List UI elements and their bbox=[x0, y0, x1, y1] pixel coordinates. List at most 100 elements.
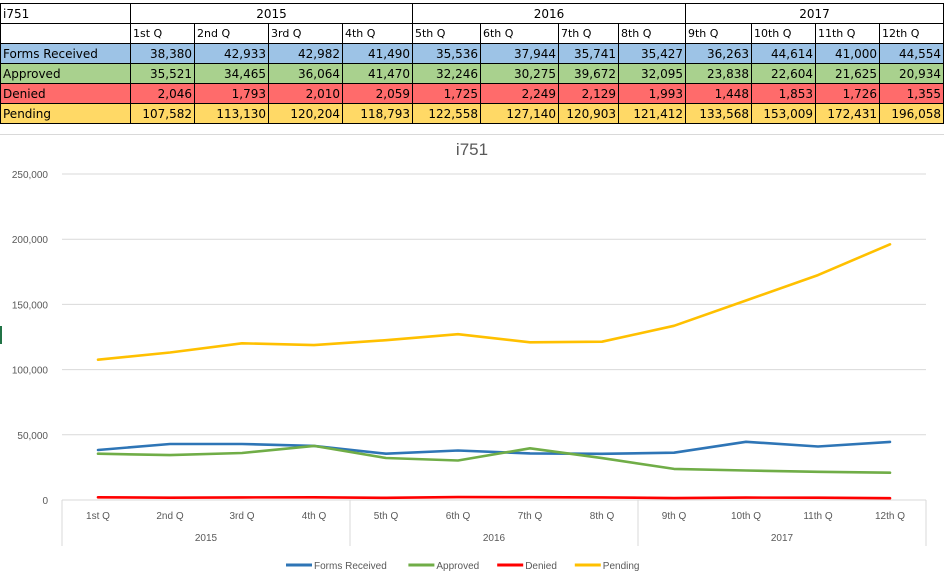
data-cell[interactable]: 121,412 bbox=[618, 103, 686, 124]
data-cell[interactable]: 120,204 bbox=[268, 103, 343, 124]
quarter-header-cell[interactable]: 5th Q bbox=[412, 23, 481, 44]
x-tick-label: 10th Q bbox=[731, 511, 761, 522]
data-cell[interactable]: 153,009 bbox=[751, 103, 816, 124]
data-cell[interactable]: 118,793 bbox=[342, 103, 413, 124]
quarter-header-cell[interactable]: 3rd Q bbox=[268, 23, 343, 44]
corner-cell[interactable]: i751 bbox=[0, 3, 131, 24]
quarter-header-cell[interactable]: 9th Q bbox=[685, 23, 752, 44]
data-cell[interactable]: 1,853 bbox=[751, 83, 816, 104]
year-header-2015[interactable]: 2015 bbox=[130, 3, 413, 24]
data-cell[interactable]: 113,130 bbox=[194, 103, 269, 124]
data-cell[interactable]: 42,933 bbox=[194, 43, 269, 64]
data-cell[interactable]: 42,982 bbox=[268, 43, 343, 64]
data-cell[interactable]: 30,275 bbox=[480, 63, 559, 84]
data-cell[interactable]: 35,536 bbox=[412, 43, 481, 64]
data-cell[interactable]: 44,554 bbox=[879, 43, 944, 64]
data-cell[interactable]: 23,838 bbox=[685, 63, 752, 84]
x-tick-label: 1st Q bbox=[86, 511, 110, 522]
data-table-region: i751 2015 2016 2017 1st Q 2nd Q 3rd Q 4th Q… bbox=[0, 3, 944, 124]
data-cell[interactable]: 122,558 bbox=[412, 103, 481, 124]
series-line[interactable] bbox=[96, 495, 892, 500]
data-cell[interactable]: 39,672 bbox=[558, 63, 619, 84]
data-cell[interactable]: 1,793 bbox=[194, 83, 269, 104]
row-label-cell[interactable]: Pending bbox=[0, 103, 131, 124]
legend-label[interactable]: Pending bbox=[603, 561, 640, 572]
quarter-header-row: 1st Q 2nd Q 3rd Q 4th Q 5th Q 6th Q 7th Q 8th Q… bbox=[0, 23, 944, 44]
legend: Forms Received Approved Denied Pending bbox=[286, 561, 640, 572]
year-header-2016[interactable]: 2016 bbox=[412, 3, 686, 24]
x-tick-label: 3rd Q bbox=[229, 511, 254, 522]
line-chart[interactable]: i751 0 50,000 100,000 150,000 200,000 250,000… bbox=[0, 134, 944, 582]
x-tick-label: 2nd Q bbox=[156, 511, 183, 522]
data-cell[interactable]: 2,010 bbox=[268, 83, 343, 104]
data-cell[interactable]: 1,355 bbox=[879, 83, 944, 104]
data-cell[interactable]: 41,470 bbox=[342, 63, 413, 84]
data-cell[interactable]: 36,064 bbox=[268, 63, 343, 84]
data-cell[interactable]: 35,427 bbox=[618, 43, 686, 64]
row-label-cell[interactable]: Denied bbox=[0, 83, 131, 104]
data-cell[interactable]: 2,059 bbox=[342, 83, 413, 104]
data-cell[interactable]: 133,568 bbox=[685, 103, 752, 124]
empty-header-cell[interactable] bbox=[0, 23, 131, 44]
data-cell[interactable]: 34,465 bbox=[194, 63, 269, 84]
quarter-header-cell[interactable]: 1st Q bbox=[130, 23, 195, 44]
series-line[interactable] bbox=[96, 243, 892, 361]
data-cell[interactable]: 1,725 bbox=[412, 83, 481, 104]
chart-frame bbox=[0, 134, 944, 583]
table-row: Approved 35,521 34,465 36,064 41,470 32,246 30… bbox=[0, 63, 944, 84]
data-cell[interactable]: 1,448 bbox=[685, 83, 752, 104]
y-tick-label: 200,000 bbox=[12, 235, 49, 246]
data-cell[interactable]: 2,249 bbox=[480, 83, 559, 104]
series-lines bbox=[96, 243, 892, 500]
data-cell[interactable]: 20,934 bbox=[879, 63, 944, 84]
data-cell[interactable]: 1,726 bbox=[815, 83, 880, 104]
legend-label[interactable]: Denied bbox=[525, 561, 557, 572]
data-cell[interactable]: 196,058 bbox=[879, 103, 944, 124]
data-cell[interactable]: 41,000 bbox=[815, 43, 880, 64]
x-tick-label: 6th Q bbox=[446, 511, 471, 522]
quarter-header-cell[interactable]: 10th Q bbox=[751, 23, 816, 44]
quarter-header-cell[interactable]: 2nd Q bbox=[194, 23, 269, 44]
quarter-header-cell[interactable]: 12th Q bbox=[879, 23, 944, 44]
data-cell[interactable]: 37,944 bbox=[480, 43, 559, 64]
row-label-cell[interactable]: Forms Received bbox=[0, 43, 131, 64]
data-cell[interactable]: 172,431 bbox=[815, 103, 880, 124]
data-cell[interactable]: 35,741 bbox=[558, 43, 619, 64]
data-cell[interactable]: 38,380 bbox=[130, 43, 195, 64]
data-cell[interactable]: 36,263 bbox=[685, 43, 752, 64]
data-cell[interactable]: 44,614 bbox=[751, 43, 816, 64]
legend-label[interactable]: Forms Received bbox=[314, 561, 387, 572]
series-line[interactable] bbox=[96, 440, 892, 456]
row-label-cell[interactable]: Approved bbox=[0, 63, 131, 84]
data-cell[interactable]: 41,490 bbox=[342, 43, 413, 64]
quarter-header-cell[interactable]: 8th Q bbox=[618, 23, 686, 44]
data-cell[interactable]: 2,046 bbox=[130, 83, 195, 104]
data-cell[interactable]: 35,521 bbox=[130, 63, 195, 84]
year-header-2017[interactable]: 2017 bbox=[685, 3, 944, 24]
data-cell[interactable]: 2,129 bbox=[558, 83, 619, 104]
data-cell[interactable]: 32,095 bbox=[618, 63, 686, 84]
data-cell[interactable]: 107,582 bbox=[130, 103, 195, 124]
x-tick-label: 9th Q bbox=[662, 511, 687, 522]
quarter-header-cell[interactable]: 11th Q bbox=[815, 23, 880, 44]
selection-edge-marker bbox=[0, 326, 2, 344]
data-cell[interactable]: 120,903 bbox=[558, 103, 619, 124]
x-tick-label: 11th Q bbox=[803, 511, 832, 522]
y-tick-label: 50,000 bbox=[17, 431, 48, 442]
data-cell[interactable]: 127,140 bbox=[480, 103, 559, 124]
quarter-header-cell[interactable]: 4th Q bbox=[342, 23, 413, 44]
data-cell[interactable]: 21,625 bbox=[815, 63, 880, 84]
data-cell[interactable]: 32,246 bbox=[412, 63, 481, 84]
data-cell[interactable]: 22,604 bbox=[751, 63, 816, 84]
x-tick-label: 5th Q bbox=[374, 511, 399, 522]
data-cell[interactable]: 1,993 bbox=[618, 83, 686, 104]
legend-label[interactable]: Approved bbox=[436, 561, 479, 572]
quarter-header-cell[interactable]: 6th Q bbox=[480, 23, 559, 44]
x-group-label: 2015 bbox=[195, 533, 218, 544]
y-tick-label: 0 bbox=[42, 496, 48, 507]
series-line[interactable] bbox=[96, 444, 892, 475]
quarter-header-cell[interactable]: 7th Q bbox=[558, 23, 619, 44]
x-tick-label: 12th Q bbox=[875, 511, 905, 522]
chart-title: i751 bbox=[456, 140, 488, 159]
y-tick-label: 100,000 bbox=[12, 366, 49, 377]
